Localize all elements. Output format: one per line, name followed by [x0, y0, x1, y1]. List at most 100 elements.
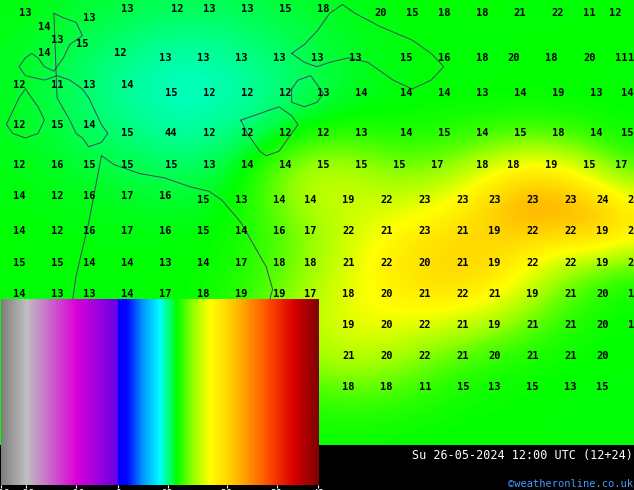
- Text: 17: 17: [120, 226, 133, 236]
- Text: 14: 14: [399, 88, 412, 98]
- Text: 16: 16: [51, 160, 63, 170]
- Text: 14: 14: [279, 160, 292, 170]
- Text: 16: 16: [273, 226, 285, 236]
- Text: 16: 16: [13, 351, 25, 361]
- Text: 17: 17: [82, 320, 95, 330]
- Text: 19: 19: [158, 320, 171, 330]
- Text: 15: 15: [82, 160, 95, 170]
- Text: 15: 15: [393, 160, 406, 170]
- Text: 12: 12: [13, 120, 25, 129]
- Text: 20: 20: [197, 320, 209, 330]
- Text: 21: 21: [197, 382, 209, 392]
- Text: 16: 16: [437, 53, 450, 63]
- Text: 20: 20: [583, 53, 596, 63]
- Text: 44: 44: [165, 128, 178, 139]
- Text: 22: 22: [418, 351, 431, 361]
- Text: 18: 18: [545, 53, 558, 63]
- Text: 12: 12: [609, 8, 621, 18]
- Text: 15: 15: [514, 128, 526, 139]
- Text: 19: 19: [488, 320, 501, 330]
- Text: 14: 14: [120, 258, 133, 268]
- Text: 20: 20: [273, 382, 285, 392]
- Text: 18: 18: [51, 382, 63, 392]
- Text: 13: 13: [19, 8, 32, 18]
- Text: 18: 18: [273, 258, 285, 268]
- Text: 14: 14: [621, 88, 634, 98]
- Text: 20: 20: [82, 382, 95, 392]
- Text: 21: 21: [564, 289, 577, 298]
- Text: 21: 21: [514, 8, 526, 18]
- Text: 21: 21: [628, 226, 634, 236]
- Text: 18: 18: [342, 289, 355, 298]
- Text: 21: 21: [380, 226, 393, 236]
- Text: 13: 13: [203, 160, 216, 170]
- Text: 15: 15: [13, 258, 25, 268]
- Text: 20: 20: [596, 320, 609, 330]
- Text: 12: 12: [171, 4, 184, 14]
- Text: 15: 15: [197, 226, 209, 236]
- Text: 15: 15: [596, 382, 609, 392]
- Text: 18: 18: [120, 320, 133, 330]
- Text: 14: 14: [13, 226, 25, 236]
- Text: 15: 15: [279, 4, 292, 14]
- Text: 14: 14: [437, 88, 450, 98]
- Text: 21: 21: [488, 289, 501, 298]
- Text: 13: 13: [82, 289, 95, 298]
- Text: 18: 18: [304, 258, 317, 268]
- Text: 14: 14: [399, 128, 412, 139]
- Text: 15: 15: [621, 128, 634, 139]
- Text: 12: 12: [13, 160, 25, 170]
- Text: 12: 12: [13, 79, 25, 90]
- Text: 14: 14: [355, 88, 368, 98]
- Text: 12: 12: [241, 88, 254, 98]
- Text: 18: 18: [273, 351, 285, 361]
- Text: 15: 15: [165, 88, 178, 98]
- Text: 23: 23: [488, 195, 501, 205]
- Text: 16: 16: [82, 226, 95, 236]
- Text: 17: 17: [615, 160, 628, 170]
- Text: 11: 11: [51, 79, 63, 90]
- Text: 21: 21: [342, 258, 355, 268]
- Text: 14: 14: [235, 226, 247, 236]
- Text: 13: 13: [158, 53, 171, 63]
- Text: 17: 17: [431, 160, 444, 170]
- Text: 20: 20: [380, 320, 393, 330]
- Text: Temperature (2m) [°C] ECMWF: Temperature (2m) [°C] ECMWF: [1, 448, 193, 462]
- Text: 18: 18: [476, 160, 488, 170]
- Text: 15: 15: [355, 160, 368, 170]
- Text: 13: 13: [203, 4, 216, 14]
- Text: 15: 15: [197, 195, 209, 205]
- Text: 21: 21: [456, 351, 469, 361]
- Text: 12: 12: [628, 53, 634, 63]
- Text: 14: 14: [590, 128, 602, 139]
- Text: 19: 19: [197, 351, 209, 361]
- Text: 21: 21: [456, 320, 469, 330]
- Text: 22: 22: [418, 320, 431, 330]
- Text: 11: 11: [583, 8, 596, 18]
- Text: 13: 13: [355, 128, 368, 139]
- Text: 18: 18: [437, 8, 450, 18]
- Text: 20: 20: [596, 351, 609, 361]
- Text: 23: 23: [526, 195, 539, 205]
- Text: 17: 17: [304, 289, 317, 298]
- Text: 20: 20: [158, 382, 171, 392]
- Text: 11: 11: [418, 382, 431, 392]
- Text: 14: 14: [120, 79, 133, 90]
- Text: 19: 19: [552, 88, 564, 98]
- Text: 14: 14: [241, 160, 254, 170]
- Text: 15: 15: [526, 382, 539, 392]
- Text: 18: 18: [235, 351, 247, 361]
- Text: 12: 12: [51, 226, 63, 236]
- Text: 17: 17: [235, 258, 247, 268]
- Text: Su 26-05-2024 12:00 UTC (12+24): Su 26-05-2024 12:00 UTC (12+24): [412, 448, 633, 462]
- Text: 20: 20: [596, 289, 609, 298]
- Text: 20: 20: [120, 382, 133, 392]
- Text: 24: 24: [596, 195, 609, 205]
- Text: 14: 14: [13, 191, 25, 201]
- Text: 12: 12: [317, 128, 330, 139]
- Text: 13: 13: [273, 53, 285, 63]
- Text: 23: 23: [418, 226, 431, 236]
- Text: 15: 15: [437, 128, 450, 139]
- Text: 22: 22: [526, 258, 539, 268]
- Text: 22: 22: [526, 226, 539, 236]
